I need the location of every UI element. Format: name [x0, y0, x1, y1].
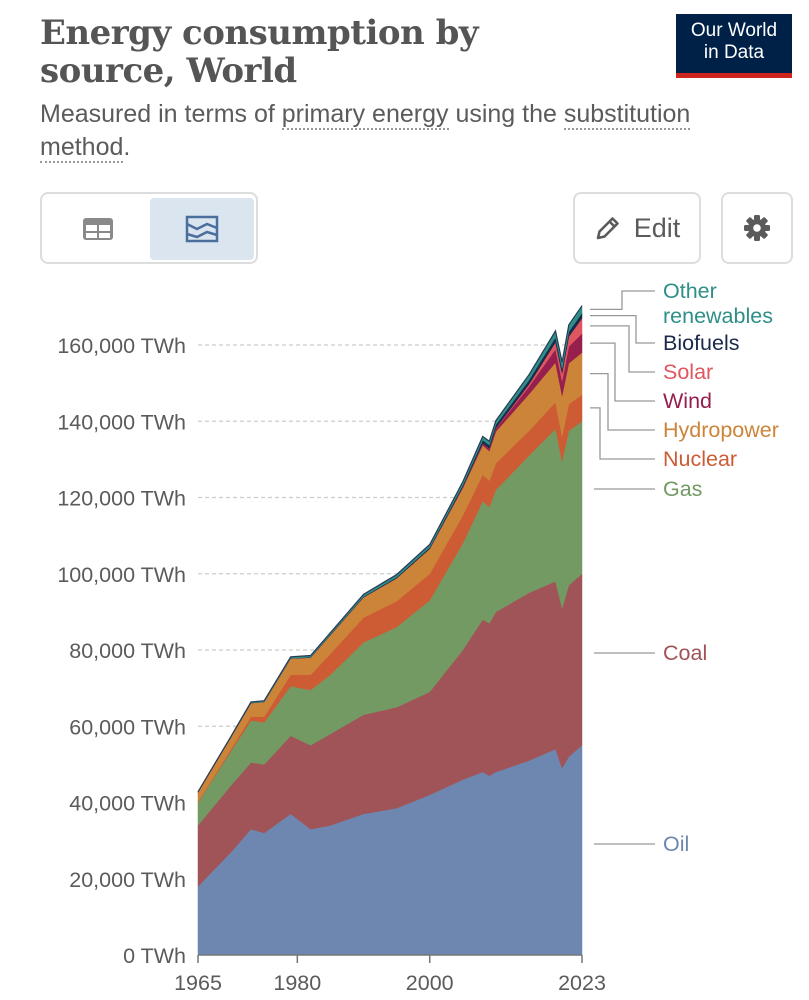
- substitution-method-link[interactable]: substitution method: [40, 100, 691, 163]
- y-tick-label: 80,000 TWh: [69, 639, 186, 663]
- y-tick-label: 20,000 TWh: [69, 868, 186, 892]
- energy-chart: 0 TWh 20,000 TWh 40,000 TWh 60,000 TWh 80,00…: [57, 280, 779, 995]
- area-chart-icon: [185, 215, 219, 243]
- legend-connector-biofuels: [590, 314, 655, 344]
- subtitle-text-mid: using the: [448, 100, 564, 128]
- legend-label-gas: Gas: [663, 477, 702, 501]
- legend-label-oil: Oil: [663, 832, 689, 856]
- edit-label: Edit: [633, 212, 681, 243]
- table-view-button[interactable]: [46, 198, 150, 260]
- x-tick-label: 2023: [558, 971, 606, 995]
- subtitle-text-post: .: [123, 133, 131, 161]
- subtitle-text-pre: Measured in terms of: [40, 100, 282, 128]
- y-tick-label: 120,000 TWh: [57, 487, 186, 511]
- x-tick-label: 2000: [406, 971, 454, 995]
- table-icon: [83, 218, 113, 240]
- y-tick-label: 140,000 TWh: [57, 410, 186, 434]
- gear-icon: [744, 215, 770, 241]
- legend-connector-hydropower: [590, 372, 655, 431]
- logo-line-2: in Data: [703, 42, 765, 63]
- legend-label-hydropower: Hydropower: [663, 418, 779, 442]
- total-outline: [197, 305, 583, 793]
- legend-label-other-renewables: Other: [663, 280, 717, 303]
- logo-accent-bar: [676, 73, 792, 78]
- logo-line-1: Our World: [690, 20, 778, 41]
- y-tick-label: 160,000 TWh: [57, 334, 186, 358]
- chart-subtitle: Measured in terms of primary energy usin…: [40, 98, 780, 164]
- chart-view-button[interactable]: [150, 198, 254, 260]
- settings-button[interactable]: [721, 192, 793, 264]
- chart-title: Energy consumption by source, World: [40, 13, 479, 91]
- pencil-icon: [596, 217, 619, 240]
- legend-label-wind: Wind: [663, 389, 712, 413]
- legend-label-other-renewables-line2: renewables: [663, 304, 773, 328]
- x-tick-label: 1965: [174, 971, 222, 995]
- y-tick-label: 40,000 TWh: [69, 792, 186, 816]
- legend-connector-other-renewables: [590, 290, 655, 311]
- legend-connector-solar: [590, 325, 655, 373]
- legend-label-biofuels: Biofuels: [663, 331, 740, 355]
- view-toggle: [40, 192, 258, 264]
- legend-connector-wind: [590, 342, 655, 402]
- legend-label-nuclear: Nuclear: [663, 447, 737, 471]
- x-tick-label: 1980: [273, 971, 321, 995]
- legend-label-solar: Solar: [663, 360, 713, 384]
- owid-logo[interactable]: Our World in Data: [676, 14, 792, 78]
- y-tick-label: 100,000 TWh: [57, 563, 186, 587]
- y-tick-label: 0 TWh: [123, 944, 186, 968]
- edit-button[interactable]: Edit: [573, 192, 701, 264]
- y-tick-label: 60,000 TWh: [69, 715, 186, 739]
- primary-energy-link[interactable]: primary energy: [281, 100, 449, 130]
- legend-label-coal: Coal: [663, 641, 707, 665]
- legend-connector-nuclear: [590, 407, 655, 460]
